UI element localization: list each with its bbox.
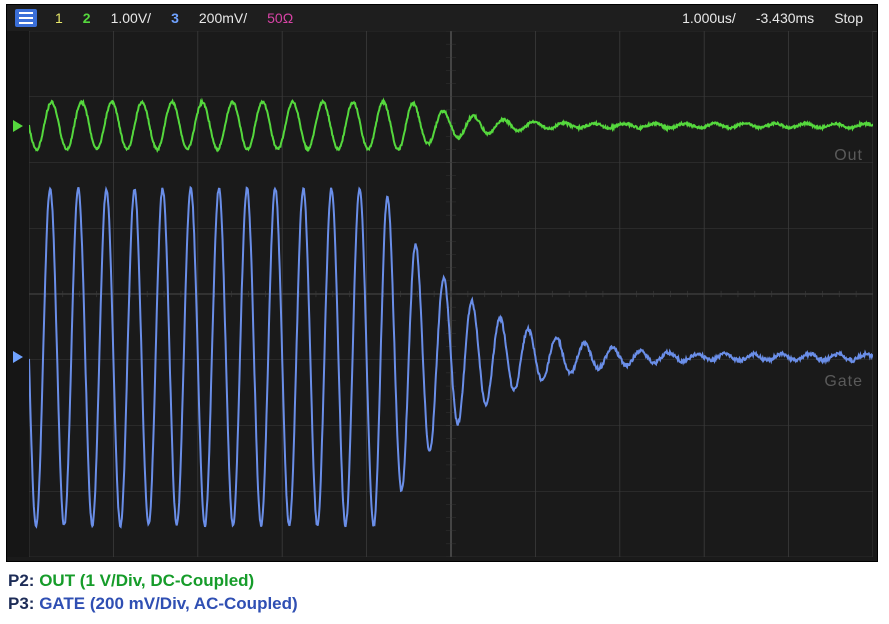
figure-captions: P2: OUT (1 V/Div, DC-Coupled) P3: GATE (… (8, 570, 298, 616)
scope-left-gutter (7, 31, 29, 557)
timebase[interactable]: 1.000us/ (672, 10, 746, 26)
oscilloscope-screenshot: 1 2 1.00V/ 3 200mV/ 50Ω 1.000us/ -3.430m… (0, 0, 889, 624)
caption-p2: P2: OUT (1 V/Div, DC-Coupled) (8, 570, 298, 593)
caption-p3: P3: GATE (200 mV/Div, AC-Coupled) (8, 593, 298, 616)
waveform-svg (29, 31, 873, 557)
delay-readout: -3.430ms (746, 10, 824, 26)
ch2-indicator[interactable]: 2 (73, 10, 101, 26)
ch2-scale: 1.00V/ (101, 10, 161, 26)
scope-topbar: 1 2 1.00V/ 3 200mV/ 50Ω 1.000us/ -3.430m… (7, 5, 877, 32)
menu-icon[interactable] (15, 9, 37, 27)
caption-p3-prefix: P3: (8, 594, 39, 613)
caption-p2-signal: OUT (1 V/Div, DC-Coupled) (39, 571, 254, 590)
caption-p2-prefix: P2: (8, 571, 39, 590)
ch2-ground-marker-icon (9, 120, 27, 132)
ch3-scale: 200mV/ (189, 10, 257, 26)
impedance-label: 50Ω (257, 10, 303, 26)
waveform-plot: Out Gate (29, 31, 873, 557)
scope-screen: 1 2 1.00V/ 3 200mV/ 50Ω 1.000us/ -3.430m… (6, 4, 878, 562)
run-state[interactable]: Stop (824, 10, 877, 26)
ch3-ground-marker-icon (9, 351, 27, 363)
ch3-indicator[interactable]: 3 (161, 10, 189, 26)
caption-p3-signal: GATE (200 mV/Div, AC-Coupled) (39, 594, 298, 613)
ch1-indicator[interactable]: 1 (45, 10, 73, 26)
